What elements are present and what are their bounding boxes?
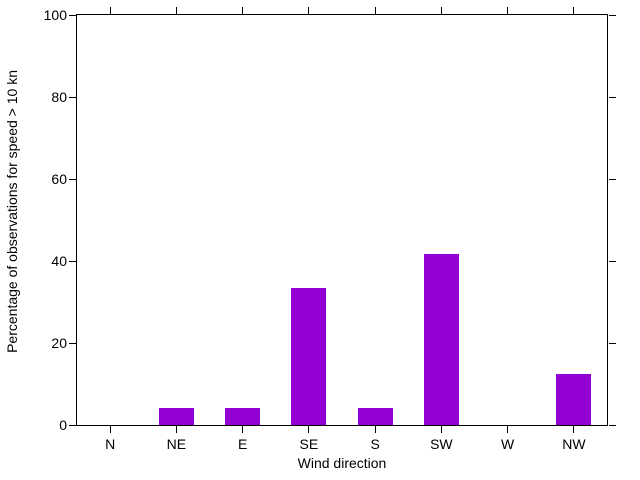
x-tick-mark [440, 426, 442, 433]
y-tick-label: 0 [59, 417, 67, 433]
x-tick-label: W [501, 436, 515, 452]
bar-se [291, 288, 327, 425]
x-axis-title: Wind direction [297, 455, 387, 471]
x-tick-mark [308, 7, 310, 14]
x-tick-mark [374, 426, 376, 433]
y-tick-mark [609, 260, 616, 262]
bar-s [357, 407, 393, 425]
x-tick-mark [242, 7, 244, 14]
x-tick-label: SE [299, 436, 319, 452]
x-tick-mark [175, 426, 177, 433]
x-tick-mark [109, 426, 111, 433]
bar-e [225, 407, 261, 425]
y-axis-title: Percentage of observations for speed > 1… [1, 14, 23, 408]
x-tick-mark [507, 426, 509, 433]
y-tick-mark [69, 178, 76, 180]
x-tick-mark [374, 7, 376, 14]
x-tick-label: NE [166, 436, 187, 452]
bar-sw [423, 254, 459, 425]
y-tick-mark [609, 342, 616, 344]
x-tick-mark [507, 7, 509, 14]
y-tick-mark [609, 424, 616, 426]
x-tick-mark [573, 7, 575, 14]
x-tick-label: NW [562, 436, 586, 452]
y-tick-label: 40 [51, 253, 67, 269]
x-tick-mark [242, 426, 244, 433]
x-tick-label: E [237, 436, 248, 452]
y-tick-mark [69, 14, 76, 16]
x-tick-mark [573, 426, 575, 433]
x-tick-mark [175, 7, 177, 14]
bar-ne [158, 407, 194, 425]
x-tick-label: SW [430, 436, 453, 452]
y-tick-label: 100 [43, 7, 67, 23]
x-tick-label: N [105, 436, 116, 452]
y-tick-mark [609, 14, 616, 16]
plot-area: 0 20 40 60 80 100 N NE E SE S SW W NW [44, 7, 616, 452]
y-tick-mark [69, 424, 76, 426]
x-tick-mark [308, 426, 310, 433]
y-tick-mark [609, 96, 616, 98]
y-tick-label: 80 [51, 89, 67, 105]
y-axis-title-text: Percentage of observations for speed > 1… [4, 69, 20, 353]
y-tick-label: 20 [51, 335, 67, 351]
y-tick-mark [609, 178, 616, 180]
y-tick-mark [69, 96, 76, 98]
y-tick-label: 60 [51, 171, 67, 187]
y-tick-mark [69, 342, 76, 344]
bar-nw [556, 373, 592, 425]
y-tick-mark [69, 260, 76, 262]
x-tick-label: S [370, 436, 380, 452]
x-tick-mark [109, 7, 111, 14]
x-tick-mark [440, 7, 442, 14]
